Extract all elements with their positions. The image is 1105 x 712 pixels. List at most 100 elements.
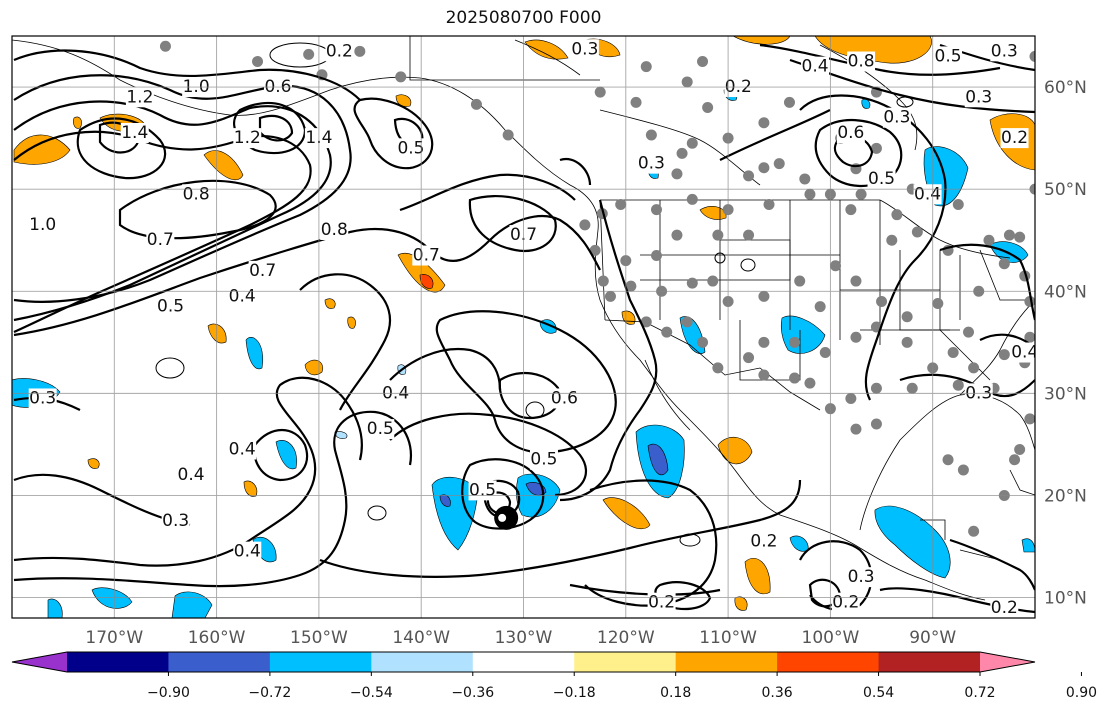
contour-label-bg [570,39,599,60]
station-dot [870,382,882,394]
station-dot [763,198,775,210]
station-dot [758,117,770,129]
contour-label: 0.2 [648,593,675,613]
station-dot [1003,229,1015,241]
station-dot [645,129,657,141]
map-title: 2025080700 F000 [445,8,602,28]
colorbar-label: 0.36 [762,685,793,701]
contour-label: 0.4 [234,542,261,562]
station-dot [968,525,980,537]
colorbar-extend-low [12,652,67,672]
station-dot [814,301,826,313]
station-dot [502,129,514,141]
contour-label: 0.5 [868,169,895,189]
station-dot [579,219,591,231]
station-dot [845,204,857,216]
station-dot [758,336,770,348]
lon-tick-label: 120°W [597,628,655,648]
contour-label: 0.5 [397,138,424,158]
station-dot [650,250,662,262]
contour-label: 0.4 [802,57,829,77]
contour-label-bg [990,597,1019,618]
station-dot [850,423,862,435]
contour-label: 1.2 [234,128,261,148]
contour-label: 0.8 [848,52,875,72]
lon-tick-label: 160°W [188,628,246,648]
colorbar-label: −0.36 [451,685,494,701]
station-dot [597,275,609,287]
contour-label: 0.3 [638,154,665,174]
station-dot [671,168,683,180]
station-dot [886,234,898,246]
colorbar-segment [269,652,372,672]
station-dot [758,369,770,381]
colorbar-segment [574,652,677,672]
station-dot [789,372,801,384]
station-dot [712,362,724,374]
station-dot [957,464,969,476]
station-dot [1024,413,1035,425]
contour-label: 0.2 [832,593,859,613]
contour-label: 0.4 [178,465,205,485]
contour-label: 0.8 [183,184,210,204]
station-dot [630,96,642,108]
station-dot [891,209,903,221]
station-dot [354,45,366,57]
station-dot [998,349,1010,361]
station-dot [911,226,923,238]
station-dot [901,311,913,323]
contour-label: 0.3 [848,567,875,587]
station-dot [615,198,627,210]
contour-label-bg [233,128,262,149]
station-dot [794,275,806,287]
contour-label-bg [964,87,993,108]
station-dot [773,158,785,170]
contour-label-bg [801,56,830,77]
contour-label: 0.3 [29,388,56,408]
colorbar-segment [67,652,169,672]
station-dot [640,316,652,328]
station-markers [159,40,1035,537]
station-dot [252,56,264,68]
station-dot [671,229,683,241]
contour-label: 0.5 [530,450,557,470]
station-dot [850,331,862,343]
station-dot [743,170,755,182]
contour-label-bg [228,439,257,460]
colorbar-segment [371,652,474,672]
station-dot [697,56,709,68]
lat-tick-label: 40°N [1044,282,1087,302]
contour-label-bg [120,123,149,143]
contour-label-bg [847,567,876,588]
contour-label-bg [847,51,876,72]
station-dot [963,326,975,338]
contour-label: 0.7 [249,261,276,281]
station-dot [1014,444,1026,456]
colorbar-segment [472,652,575,672]
lon-tick-label: 140°W [392,628,450,648]
contour-label-bg [146,230,175,251]
contour-label: 0.2 [326,41,353,61]
lon-tick-label: 150°W [290,628,348,648]
contour-label-bg [1000,128,1029,149]
station-dot [758,290,770,302]
colorbar-label: 0.54 [863,685,894,701]
lon-tick-label: 90°W [909,628,956,648]
station-dot [589,244,601,256]
contour-label: 0.5 [935,46,962,66]
station-dot [804,377,816,389]
station-dot [876,295,888,307]
contour-label: 0.3 [991,41,1018,61]
station-dot [855,188,867,200]
lat-tick-label: 50°N [1044,180,1087,200]
contour-label-bg [156,296,185,317]
contour-label: 0.3 [162,511,189,531]
graticule [12,36,1035,618]
contour-label-bg [990,41,1019,62]
colorbar-label: 0.90 [1066,685,1097,701]
station-dot [712,229,724,241]
station-dot [1014,231,1026,243]
lat-tick-label: 30°N [1044,384,1087,404]
station-dot [686,193,698,205]
colorbar-label: −0.90 [147,685,190,701]
